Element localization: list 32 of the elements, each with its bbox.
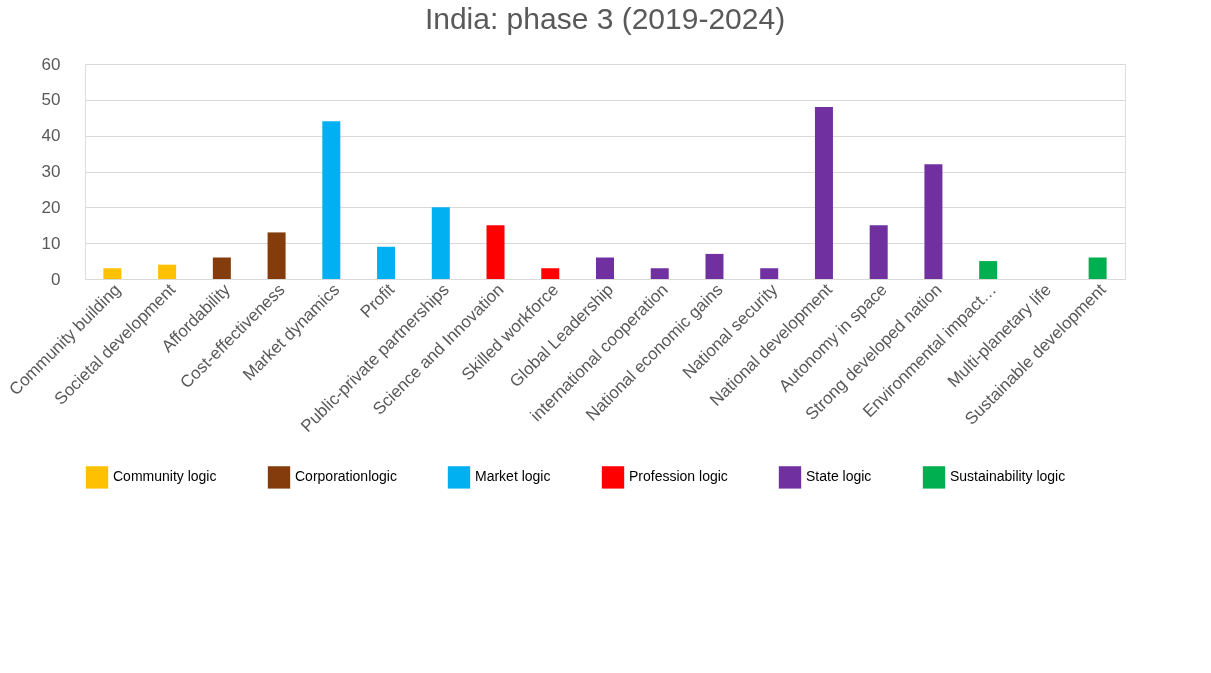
bar [322,121,341,279]
bar [158,264,177,279]
y-tick-label: 0 [51,269,61,289]
bar [814,107,833,279]
bar [486,225,505,279]
y-tick-label: 30 [41,162,61,181]
bar [869,225,888,279]
bar [267,232,286,279]
y-tick-label: 20 [41,197,61,217]
bar [979,261,998,279]
y-tick-label: 50 [41,90,61,110]
y-tick-label: 60 [41,54,61,74]
bar [924,164,943,279]
y-tick-label: 10 [41,233,61,253]
bar [103,268,122,279]
bar [596,257,614,279]
legend-label: Community logic [113,468,217,485]
bar [705,253,724,279]
bar [541,268,560,279]
legend-label: Profession logic [629,468,728,485]
bar [431,207,450,279]
bar [650,268,669,279]
y-tick-label: 40 [41,126,61,146]
legend-label: Corporationlogic [295,468,397,485]
bar [212,257,231,279]
legend-label: State logic [806,468,872,485]
chart-title: India: phase 3 (2019-2024) [424,2,786,35]
legend-label: Market logic [475,468,551,485]
bar [760,268,779,279]
legend-label: Sustainability logic [950,468,1066,485]
bar [377,246,396,279]
bar [1088,257,1107,279]
